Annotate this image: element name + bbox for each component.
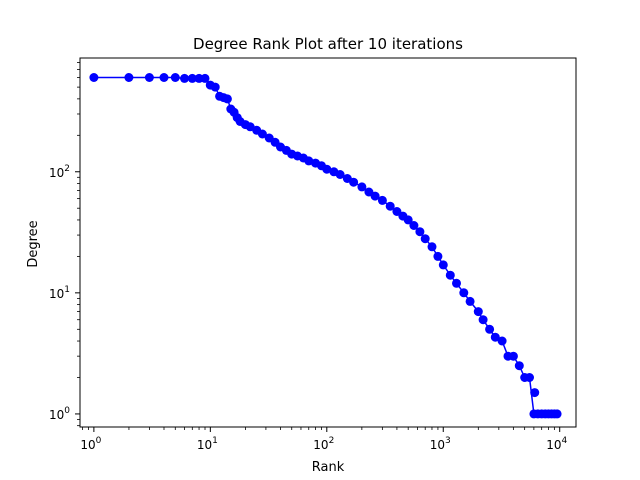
y-axis-label: Degree [26,220,41,267]
data-point [490,332,500,342]
x-axis-label: Rank [312,460,345,475]
data-point [180,73,189,83]
data-point [459,288,469,298]
data-point [124,73,134,82]
data-point [159,73,169,82]
data-point [322,164,332,174]
data-point [514,361,524,371]
chart-title: Degree Rank Plot after 10 iterations [193,35,463,53]
data-point [187,73,197,83]
data-point [210,82,220,92]
data-point [485,324,495,334]
data-point [200,73,210,83]
data-point [415,227,425,237]
data-point [349,177,359,187]
data-point [552,409,562,419]
data-point [497,336,507,346]
data-point [530,388,540,398]
data-point [257,129,267,139]
data-point [438,260,448,270]
plot-marks [89,73,562,419]
data-point [508,351,518,361]
data-point [403,215,413,225]
data-point [478,315,488,325]
data-point [144,73,154,82]
data-point [427,242,437,252]
data-point [357,182,367,192]
data-point [465,296,475,306]
data-point [89,73,99,82]
data-point [452,278,461,288]
data-point [473,307,483,317]
data-point [409,221,419,230]
plot-frame [79,57,577,428]
data-point [433,251,443,261]
data-point [370,191,380,201]
data-point [377,195,387,205]
data-point [445,270,455,280]
data-point [525,373,534,382]
data-point [420,234,430,244]
data-point [335,170,345,179]
data-point [385,201,395,211]
data-point [170,73,180,82]
data-point [222,94,232,104]
